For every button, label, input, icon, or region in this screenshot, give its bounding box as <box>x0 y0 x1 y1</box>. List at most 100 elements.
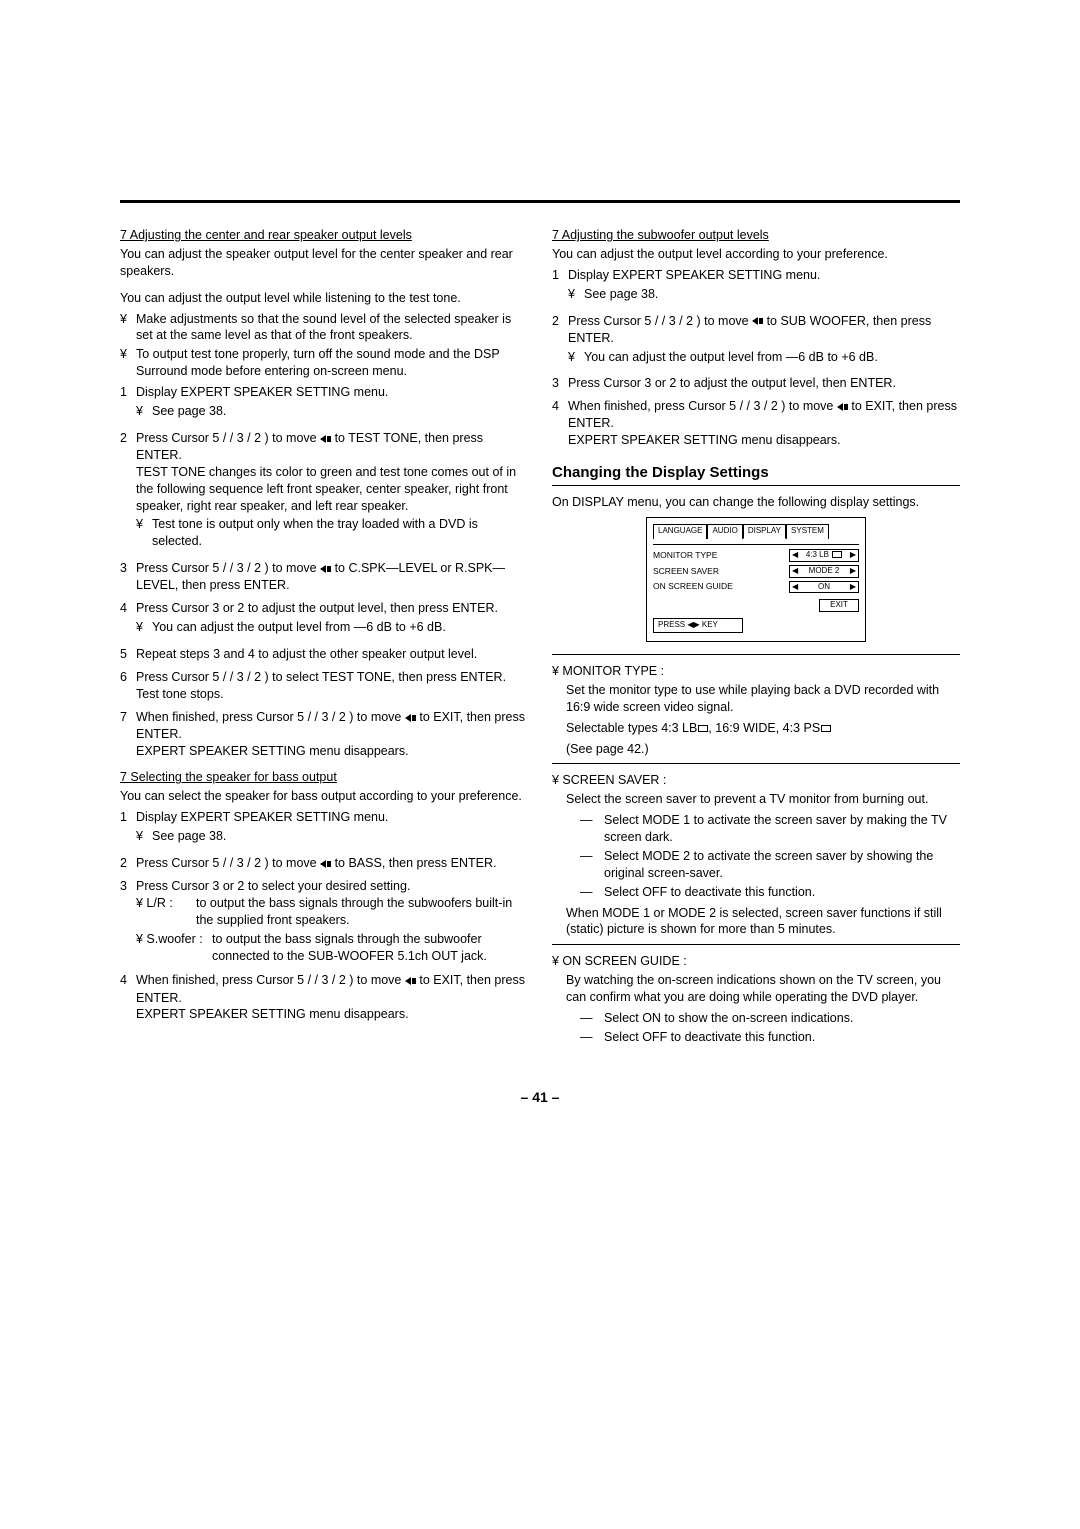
dash-text: Select MODE 2 to activate the screen sav… <box>604 848 960 882</box>
step-number: 2 <box>552 313 568 370</box>
osd-row-selector: ◀ MODE 2 ▶ <box>789 565 859 578</box>
heading-underline <box>552 485 960 486</box>
step-number: 2 <box>120 430 136 554</box>
osd-row-value: 4:3 LB <box>806 550 842 561</box>
bullet-icon: ¥ <box>136 516 152 550</box>
bullet-icon: ¥ <box>120 346 136 380</box>
step-body: When finished, press Cursor 5 / / 3 / 2 … <box>136 709 528 760</box>
step-sub: TEST TONE changes its color to green and… <box>136 465 516 513</box>
bullet-text: See page 38. <box>152 403 226 420</box>
step-text: Press Cursor 5 / / 3 / 2 ) to select TES… <box>136 670 506 684</box>
step-number: 4 <box>120 600 136 640</box>
osd-row: SCREEN SAVER ◀MODE 2▶ <box>653 565 859 578</box>
bullet-icon: ¥ <box>136 619 152 636</box>
osd-row-selector: ◀ ON ▶ <box>789 581 859 594</box>
step-text: Display EXPERT SPEAKER SETTING menu. <box>568 268 820 282</box>
step-number: 3 <box>120 560 136 594</box>
dash-icon: — <box>580 848 604 882</box>
right-column: 7 Adjusting the subwoofer output levels … <box>552 227 960 1048</box>
osd-menu-diagram: LANGUAGE AUDIO DISPLAY SYSTEM MONITOR TY… <box>646 517 866 642</box>
t: Press Cursor 5 / / 3 / 2 ) to move <box>568 314 752 328</box>
top-rule <box>120 200 960 203</box>
screensaver-p1: Select the screen saver to prevent a TV … <box>552 791 960 808</box>
left-arrow-icon <box>320 855 331 872</box>
step-text: Press Cursor 5 / / 3 / 2 ) to move to TE… <box>136 431 483 462</box>
step-body: Press Cursor 5 / / 3 / 2 ) to move to BA… <box>136 855 528 872</box>
triangle-left-icon: ◀ <box>792 582 798 593</box>
dash-icon: — <box>580 884 604 901</box>
step-sub: EXPERT SPEAKER SETTING menu disappears. <box>136 744 409 758</box>
step-text: Press Cursor 3 or 2 to adjust the output… <box>136 601 498 615</box>
tv-icon <box>698 725 708 732</box>
definition-row: ¥ L/R : to output the bass signals throu… <box>136 895 528 929</box>
osd-row: ON SCREEN GUIDE ◀ON▶ <box>653 581 859 594</box>
left-arrow-icon <box>405 973 416 990</box>
step-body: Display EXPERT SPEAKER SETTING menu. ¥Se… <box>136 809 528 849</box>
dash-text: Select OFF to deactivate this function. <box>604 884 815 901</box>
step-number: 3 <box>552 375 568 392</box>
step-body: Press Cursor 3 or 2 to adjust the output… <box>568 375 960 392</box>
step-number: 1 <box>120 384 136 424</box>
step-body: Press Cursor 3 or 2 to adjust the output… <box>136 600 528 640</box>
osd-press-key-box: PRESS ◀▶ KEY <box>653 618 743 633</box>
t: Press Cursor 5 / / 3 / 2 ) to move <box>136 856 320 870</box>
left-arrow-icon <box>320 560 331 577</box>
step-number: 1 <box>552 267 568 307</box>
screensaver-p2: When MODE 1 or MODE 2 is selected, scree… <box>552 905 960 939</box>
step-text: Press Cursor 5 / / 3 / 2 ) to move to C.… <box>136 561 505 592</box>
bullet-text: You can adjust the output level from —6 … <box>152 619 446 636</box>
t: Press Cursor 5 / / 3 / 2 ) to move <box>136 561 320 575</box>
step-body: Repeat steps 3 and 4 to adjust the other… <box>136 646 528 663</box>
step-text: Press Cursor 5 / / 3 / 2 ) to move to BA… <box>136 856 496 870</box>
left-sec2-steps: 1 Display EXPERT SPEAKER SETTING menu. ¥… <box>120 809 528 1023</box>
osd-tab-language: LANGUAGE <box>653 524 707 539</box>
osd-exit-box: EXIT <box>819 599 859 612</box>
t: 4:3 LB <box>806 550 829 559</box>
dash-icon: — <box>580 812 604 846</box>
step-body: When finished, press Cursor 5 / / 3 / 2 … <box>136 972 528 1023</box>
dash-item: —Select ON to show the on-screen indicat… <box>552 1010 960 1027</box>
bullet-icon: ¥ <box>568 286 584 303</box>
osd-row: MONITOR TYPE ◀4:3 LB ▶ <box>653 549 859 562</box>
right-sec1-steps: 1 Display EXPERT SPEAKER SETTING menu. ¥… <box>552 267 960 449</box>
t: Press Cursor 5 / / 3 / 2 ) to move <box>136 431 320 445</box>
triangle-right-icon: ▶ <box>850 566 856 577</box>
bullet-text: Make adjustments so that the sound level… <box>136 311 528 345</box>
osd-row-label: MONITOR TYPE <box>653 550 789 561</box>
step-number: 4 <box>120 972 136 1023</box>
bullet-text: To output test tone properly, turn off t… <box>136 346 528 380</box>
triangle-right-icon: ▶ <box>850 582 856 593</box>
step-text: When finished, press Cursor 5 / / 3 / 2 … <box>568 399 957 430</box>
triangle-left-icon: ◀ <box>792 566 798 577</box>
step-body: Press Cursor 5 / / 3 / 2 ) to move to TE… <box>136 430 528 554</box>
bullet-icon: ¥ <box>136 828 152 845</box>
step-sub: EXPERT SPEAKER SETTING menu disappears. <box>136 1007 409 1021</box>
two-column-layout: 7 Adjusting the center and rear speaker … <box>120 227 960 1048</box>
step-sub: Test tone stops. <box>136 687 224 701</box>
left-sec1-p2: You can adjust the output level while li… <box>120 290 528 307</box>
monitor-type-p2: Selectable types 4:3 LB, 16:9 WIDE, 4:3 … <box>552 720 960 737</box>
triangle-right-icon: ▶ <box>850 550 856 561</box>
step-text: Press Cursor 5 / / 3 / 2 ) to move to SU… <box>568 314 931 345</box>
dash-item: —Select OFF to deactivate this function. <box>552 1029 960 1046</box>
t: to BASS, then press ENTER. <box>331 856 496 870</box>
step-sub: EXPERT SPEAKER SETTING menu disappears. <box>568 433 841 447</box>
def-value: to output the bass signals through the s… <box>196 895 528 929</box>
left-sec2-p1: You can select the speaker for bass outp… <box>120 788 528 805</box>
left-arrow-icon <box>405 709 416 726</box>
t: When finished, press Cursor 5 / / 3 / 2 … <box>136 710 405 724</box>
display-settings-heading: Changing the Display Settings <box>552 463 960 483</box>
osd-row-value: ON <box>818 582 830 593</box>
monitor-type-p1: Set the monitor type to use while playin… <box>552 682 960 716</box>
dash-item: —Select MODE 2 to activate the screen sa… <box>552 848 960 882</box>
osd-row-value: MODE 2 <box>809 566 840 577</box>
tv-icon <box>821 725 831 732</box>
osd-row-selector: ◀4:3 LB ▶ <box>789 549 859 562</box>
step-number: 5 <box>120 646 136 663</box>
press-key-text: PRESS ◀▶ KEY <box>658 620 718 631</box>
osd-tabs: LANGUAGE AUDIO DISPLAY SYSTEM <box>653 524 859 539</box>
step-number: 4 <box>552 398 568 449</box>
step-text: When finished, press Cursor 5 / / 3 / 2 … <box>136 710 525 741</box>
dash-icon: — <box>580 1029 604 1046</box>
bullet-text: See page 38. <box>584 286 658 303</box>
